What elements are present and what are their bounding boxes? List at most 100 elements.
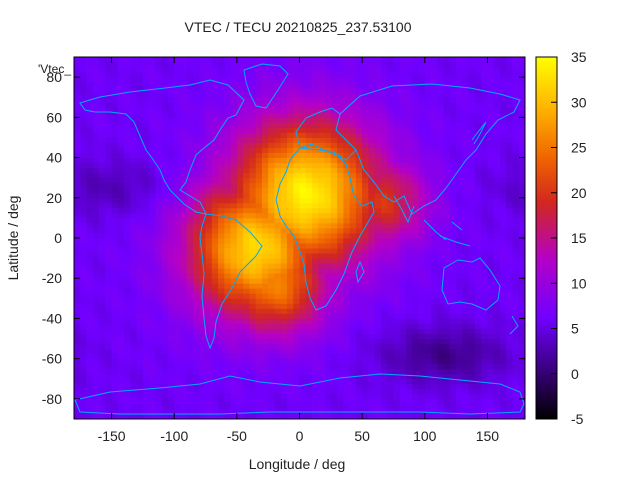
heatmap-cell (324, 177, 332, 184)
heatmap-cell (161, 112, 169, 118)
heatmap-cell (130, 182, 138, 189)
heatmap-cell (399, 413, 407, 420)
heatmap-cell (205, 258, 213, 264)
heatmap-cell (431, 177, 438, 184)
heatmap-cell (506, 253, 513, 259)
heatmap-cell (405, 77, 413, 83)
heatmap-cell (274, 122, 282, 128)
heatmap-cell (230, 67, 238, 73)
heatmap-cell (468, 383, 476, 390)
heatmap-cell (193, 117, 200, 123)
heatmap-cell (368, 162, 376, 169)
heatmap-cell (487, 243, 495, 249)
heatmap-cell (405, 212, 413, 219)
heatmap-cell (449, 127, 457, 133)
heatmap-cell (280, 393, 288, 400)
heatmap-cell (312, 227, 319, 234)
heatmap-cell (205, 293, 213, 299)
heatmap-cell (142, 207, 150, 214)
heatmap-cell (493, 243, 501, 249)
heatmap-cell (99, 167, 106, 174)
heatmap-cell (124, 162, 131, 169)
heatmap-cell (236, 238, 244, 244)
heatmap-cell (506, 107, 513, 113)
heatmap-cell (418, 222, 426, 229)
heatmap-cell (199, 388, 206, 395)
heatmap-cell (105, 222, 112, 229)
heatmap-cell (199, 268, 206, 274)
heatmap-cell (224, 383, 231, 390)
heatmap-cell (362, 82, 369, 88)
heatmap-cell (449, 253, 457, 259)
heatmap-cell (337, 303, 344, 309)
heatmap-cell (161, 293, 169, 299)
heatmap-cell (161, 288, 169, 294)
heatmap-cell (312, 137, 319, 143)
heatmap-cell (161, 92, 169, 98)
heatmap-cell (481, 187, 488, 194)
heatmap-cell (174, 67, 181, 73)
heatmap-cell (393, 333, 401, 339)
heatmap-cell (161, 268, 169, 274)
heatmap-cell (130, 122, 138, 128)
heatmap-cell (211, 97, 219, 103)
heatmap-cell (193, 343, 200, 350)
heatmap-cell (349, 162, 357, 169)
heatmap-cell (199, 373, 206, 380)
heatmap-cell (174, 72, 181, 78)
heatmap-cell (318, 318, 325, 324)
heatmap-cell (443, 212, 451, 219)
heatmap-cell (343, 378, 351, 385)
heatmap-cell (431, 152, 438, 158)
heatmap-cell (399, 293, 407, 299)
heatmap-cell (230, 127, 238, 133)
heatmap-cell (74, 82, 81, 88)
heatmap-cell (293, 293, 300, 299)
heatmap-cell (161, 117, 169, 123)
heatmap-cell (443, 333, 451, 339)
heatmap-cell (236, 368, 244, 375)
heatmap-cell (117, 147, 125, 153)
heatmap-cell (318, 278, 325, 284)
heatmap-cell (312, 147, 319, 153)
heatmap-cell (456, 172, 463, 179)
heatmap-cell (443, 92, 451, 98)
heatmap-cell (149, 348, 156, 355)
heatmap-cell (368, 102, 376, 108)
heatmap-cell (512, 238, 520, 244)
heatmap-cell (343, 97, 351, 103)
heatmap-cell (80, 403, 87, 410)
heatmap-cell (393, 238, 401, 244)
heatmap-cell (274, 393, 282, 400)
heatmap-cell (92, 373, 100, 380)
heatmap-cell (512, 368, 520, 375)
heatmap-cell (399, 132, 407, 138)
heatmap-cell (293, 328, 300, 334)
heatmap-cell (405, 313, 413, 319)
heatmap-cell (468, 72, 476, 78)
heatmap-cell (205, 212, 213, 219)
heatmap-cell (474, 383, 482, 390)
heatmap-cell (205, 303, 213, 309)
heatmap-cell (399, 253, 407, 259)
heatmap-cell (424, 77, 432, 83)
heatmap-cell (293, 147, 300, 153)
heatmap-cell (443, 172, 451, 179)
heatmap-cell (456, 137, 463, 143)
heatmap-cell (349, 388, 357, 395)
heatmap-cell (493, 102, 501, 108)
heatmap-cell (355, 127, 363, 133)
heatmap-cell (481, 338, 488, 344)
heatmap-cell (174, 92, 181, 98)
heatmap-cell (261, 142, 269, 148)
heatmap-cell (431, 182, 438, 189)
heatmap-cell (293, 323, 300, 329)
heatmap-cell (443, 398, 451, 405)
heatmap-cell (224, 192, 231, 199)
heatmap-cell (487, 97, 495, 103)
heatmap-cell (274, 283, 282, 289)
heatmap-cell (318, 248, 325, 254)
heatmap-cell (243, 383, 250, 390)
heatmap-cell (111, 142, 119, 148)
heatmap-cell (249, 263, 257, 269)
